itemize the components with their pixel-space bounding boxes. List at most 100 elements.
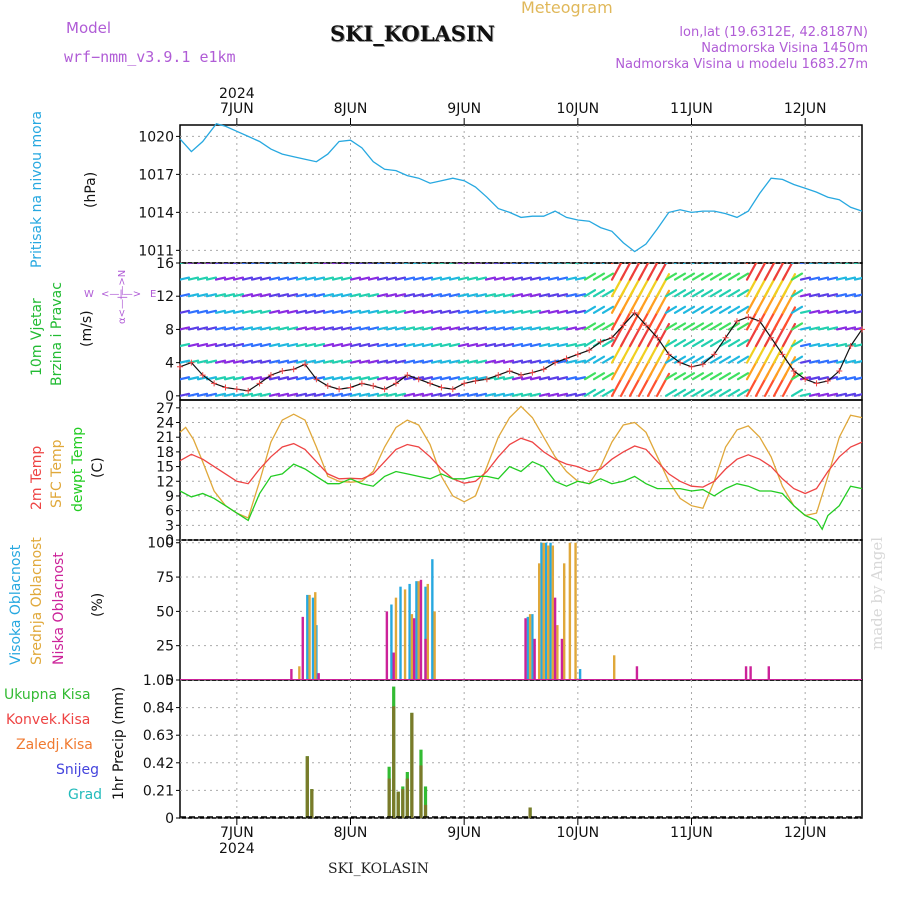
wind-barb: [538, 342, 551, 348]
wind-barbs: [180, 263, 862, 397]
wind-barb: [340, 309, 353, 314]
wind-barb: [601, 305, 615, 314]
wind-barb: [529, 309, 542, 314]
wind-barb: [214, 276, 227, 281]
wind-barb: [664, 322, 678, 331]
wind-barb: [718, 272, 732, 281]
wind-barb: [790, 272, 804, 281]
wind-barb: [511, 342, 524, 348]
wind-barb: [556, 392, 569, 397]
wind-barb: [682, 388, 696, 397]
y-tick-label: 1020: [138, 129, 174, 145]
wind-barb: [268, 293, 281, 298]
wind-barb: [736, 305, 750, 314]
wind-barb: [376, 359, 389, 364]
wind-barb: [484, 276, 497, 281]
wind-barb: [331, 276, 344, 281]
wind-barb: [223, 309, 236, 314]
wind-barb: [664, 338, 678, 348]
wind-barb: [358, 342, 371, 348]
wind-barb: [529, 326, 542, 331]
high-cloud-bar: [390, 604, 393, 680]
wind-barb: [673, 322, 687, 331]
wind-barb: [475, 359, 488, 364]
wind-barb: [250, 392, 263, 397]
wind-barb: [583, 289, 597, 298]
wind-barb: [367, 309, 380, 314]
wind-barb: [601, 289, 615, 298]
wind-barb: [709, 388, 723, 397]
wind-barb: [376, 342, 389, 348]
wind-barb: [565, 326, 578, 331]
wind-barb: [340, 342, 353, 348]
wind-barb: [205, 359, 218, 364]
wind-gust-mark: [836, 367, 843, 374]
wind-barb: [547, 376, 560, 381]
wind-barb: [511, 326, 524, 331]
wind-barb: [430, 359, 443, 364]
wind-barb: [538, 309, 551, 314]
wind-barb: [340, 276, 353, 281]
wind-barb: [565, 376, 578, 381]
wind-barb: [790, 305, 804, 314]
wind-barb: [439, 326, 452, 331]
wind-barb: [502, 376, 515, 381]
wind-barb: [358, 392, 371, 397]
wind-barb: [322, 293, 335, 298]
wind-barb: [808, 342, 821, 348]
wind-barb: [475, 293, 488, 298]
wind-barb: [421, 359, 434, 364]
wind-barb: [817, 392, 830, 397]
high-cloud-bar: [408, 583, 411, 680]
wind-barb: [232, 342, 245, 348]
wind-barb: [457, 309, 470, 314]
y-tick-label: 75: [156, 570, 174, 586]
wind-barb: [268, 342, 281, 348]
wind-barb: [709, 338, 723, 348]
wind-barb: [718, 263, 723, 265]
wind-barb: [574, 276, 587, 281]
wind-barb: [718, 289, 732, 298]
wind-barb: [799, 293, 812, 298]
wind-gust-mark: [336, 386, 343, 393]
wind-barb: [547, 392, 560, 397]
wind-barb: [403, 342, 416, 348]
wind-barb: [322, 326, 335, 331]
x-tick-label-bottom: 7JUN: [220, 825, 254, 841]
wind-barb: [817, 276, 830, 281]
high-cloud-bar: [544, 542, 548, 680]
wind-barb: [277, 276, 290, 281]
mid-cloud-bar: [528, 614, 532, 680]
wind-barb: [583, 322, 597, 331]
year-label-bottom: 2024: [219, 841, 255, 857]
wind-gust-mark: [199, 372, 206, 379]
wind-barb: [277, 309, 290, 314]
wind-barb: [655, 263, 668, 281]
wind-barb: [180, 309, 191, 314]
wind-barb: [286, 376, 299, 381]
wind-barb: [349, 376, 362, 381]
wind-barb: [313, 392, 326, 397]
model-name: wrf−nmm_v3.9.1 e1km: [64, 48, 236, 66]
wind-gust-mark: [313, 376, 320, 383]
dewpt-line: [179, 460, 863, 531]
wind-barb: [628, 263, 641, 281]
wind-barb: [736, 263, 741, 265]
mid-cloud-bar: [537, 563, 541, 680]
wind-gust-mark: [608, 334, 615, 341]
wind-barb: [592, 305, 606, 314]
wind-barb: [520, 376, 533, 381]
wind-barb: [349, 392, 362, 397]
wind-barb: [601, 263, 606, 265]
wind-barb: [277, 359, 290, 364]
temp2m-line: [179, 437, 863, 495]
wind-barb: [448, 309, 461, 314]
compass-e: E: [150, 289, 157, 300]
wind-barb: [592, 372, 606, 381]
wind-barb: [412, 326, 425, 331]
wind-gust-mark: [574, 351, 581, 358]
wind-barb: [691, 272, 705, 281]
wind-barb: [376, 376, 389, 381]
wind-barb: [277, 392, 290, 397]
wind-barb: [817, 326, 830, 331]
